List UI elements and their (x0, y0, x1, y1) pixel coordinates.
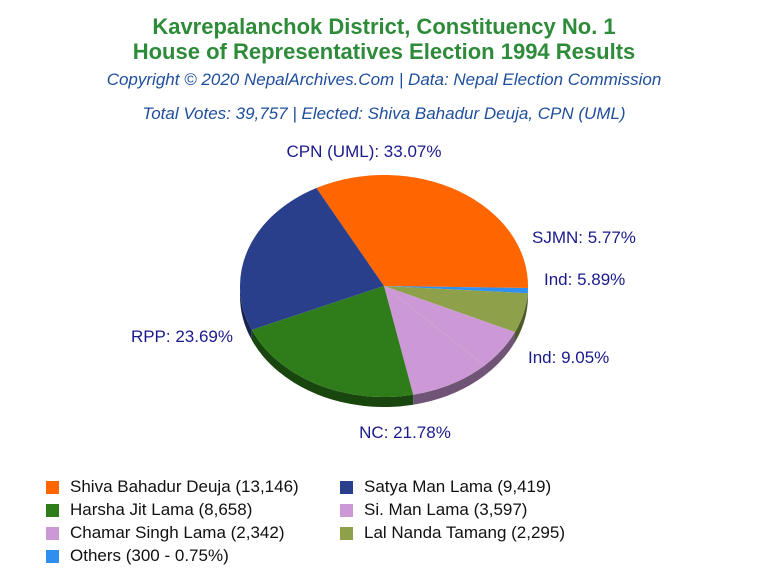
slice-label-5: Ind: 9.05% (528, 348, 609, 367)
chart-title-line2: House of Representatives Election 1994 R… (132, 39, 636, 64)
legend-label: Others (300 - 0.75%) (70, 546, 229, 565)
legend-swatch (46, 549, 59, 563)
pie-slice-3 (384, 286, 528, 333)
legend-item: Shiva Bahadur Deuja (13,146) (46, 477, 299, 497)
legend-label: Satya Man Lama (9,419) (364, 477, 552, 496)
legend-item: Lal Nanda Tamang (2,295) (340, 523, 565, 543)
pie-slice-6 (251, 286, 414, 397)
legend-swatch (340, 526, 353, 540)
legend-label: Harsha Jit Lama (8,658) (70, 500, 253, 519)
summary-text: Total Votes: 39,757 | Elected: Shiva Bah… (142, 104, 626, 123)
slice-label-1: CPN (UML): 33.07% (287, 142, 442, 161)
slice-label-3: SJMN: 5.77% (532, 228, 636, 247)
legend-item: Chamar Singh Lama (2,342) (46, 523, 285, 543)
legend-item: Harsha Jit Lama (8,658) (46, 500, 252, 520)
legend-label: Lal Nanda Tamang (2,295) (364, 523, 565, 542)
pie-slice-1 (316, 175, 528, 289)
pie-slice-7 (240, 187, 384, 330)
pie-slice-side (240, 286, 252, 340)
slice-label-6: NC: 21.78% (359, 423, 451, 442)
legend-swatch (46, 526, 59, 540)
legend-swatch (46, 480, 59, 494)
legend-item: Si. Man Lama (3,597) (340, 500, 527, 520)
pie-slice-2 (384, 286, 528, 294)
pie-slice-side (515, 293, 528, 343)
pie-slice-side (484, 332, 516, 376)
legend-label: Chamar Singh Lama (2,342) (70, 523, 285, 542)
pie-slice-4 (384, 286, 516, 366)
slice-label-7: RPP: 23.69% (131, 327, 233, 346)
copyright-text: Copyright © 2020 NepalArchives.Com | Dat… (106, 70, 662, 89)
legend-item: Satya Man Lama (9,419) (340, 477, 551, 497)
legend-swatch (340, 503, 353, 517)
pie-slice-5 (384, 286, 485, 395)
slice-label-4: Ind: 5.89% (544, 270, 625, 289)
legend-item: Others (300 - 0.75%) (46, 546, 229, 566)
pie-slice-side (251, 329, 414, 407)
legend-label: Si. Man Lama (3,597) (364, 500, 528, 519)
chart-title-line1: Kavrepalanchok District, Constituency No… (152, 14, 616, 39)
pie-slice-side (413, 365, 485, 405)
legend-swatch (46, 503, 59, 517)
legend-label: Shiva Bahadur Deuja (13,146) (70, 477, 299, 496)
legend-swatch (340, 480, 353, 494)
